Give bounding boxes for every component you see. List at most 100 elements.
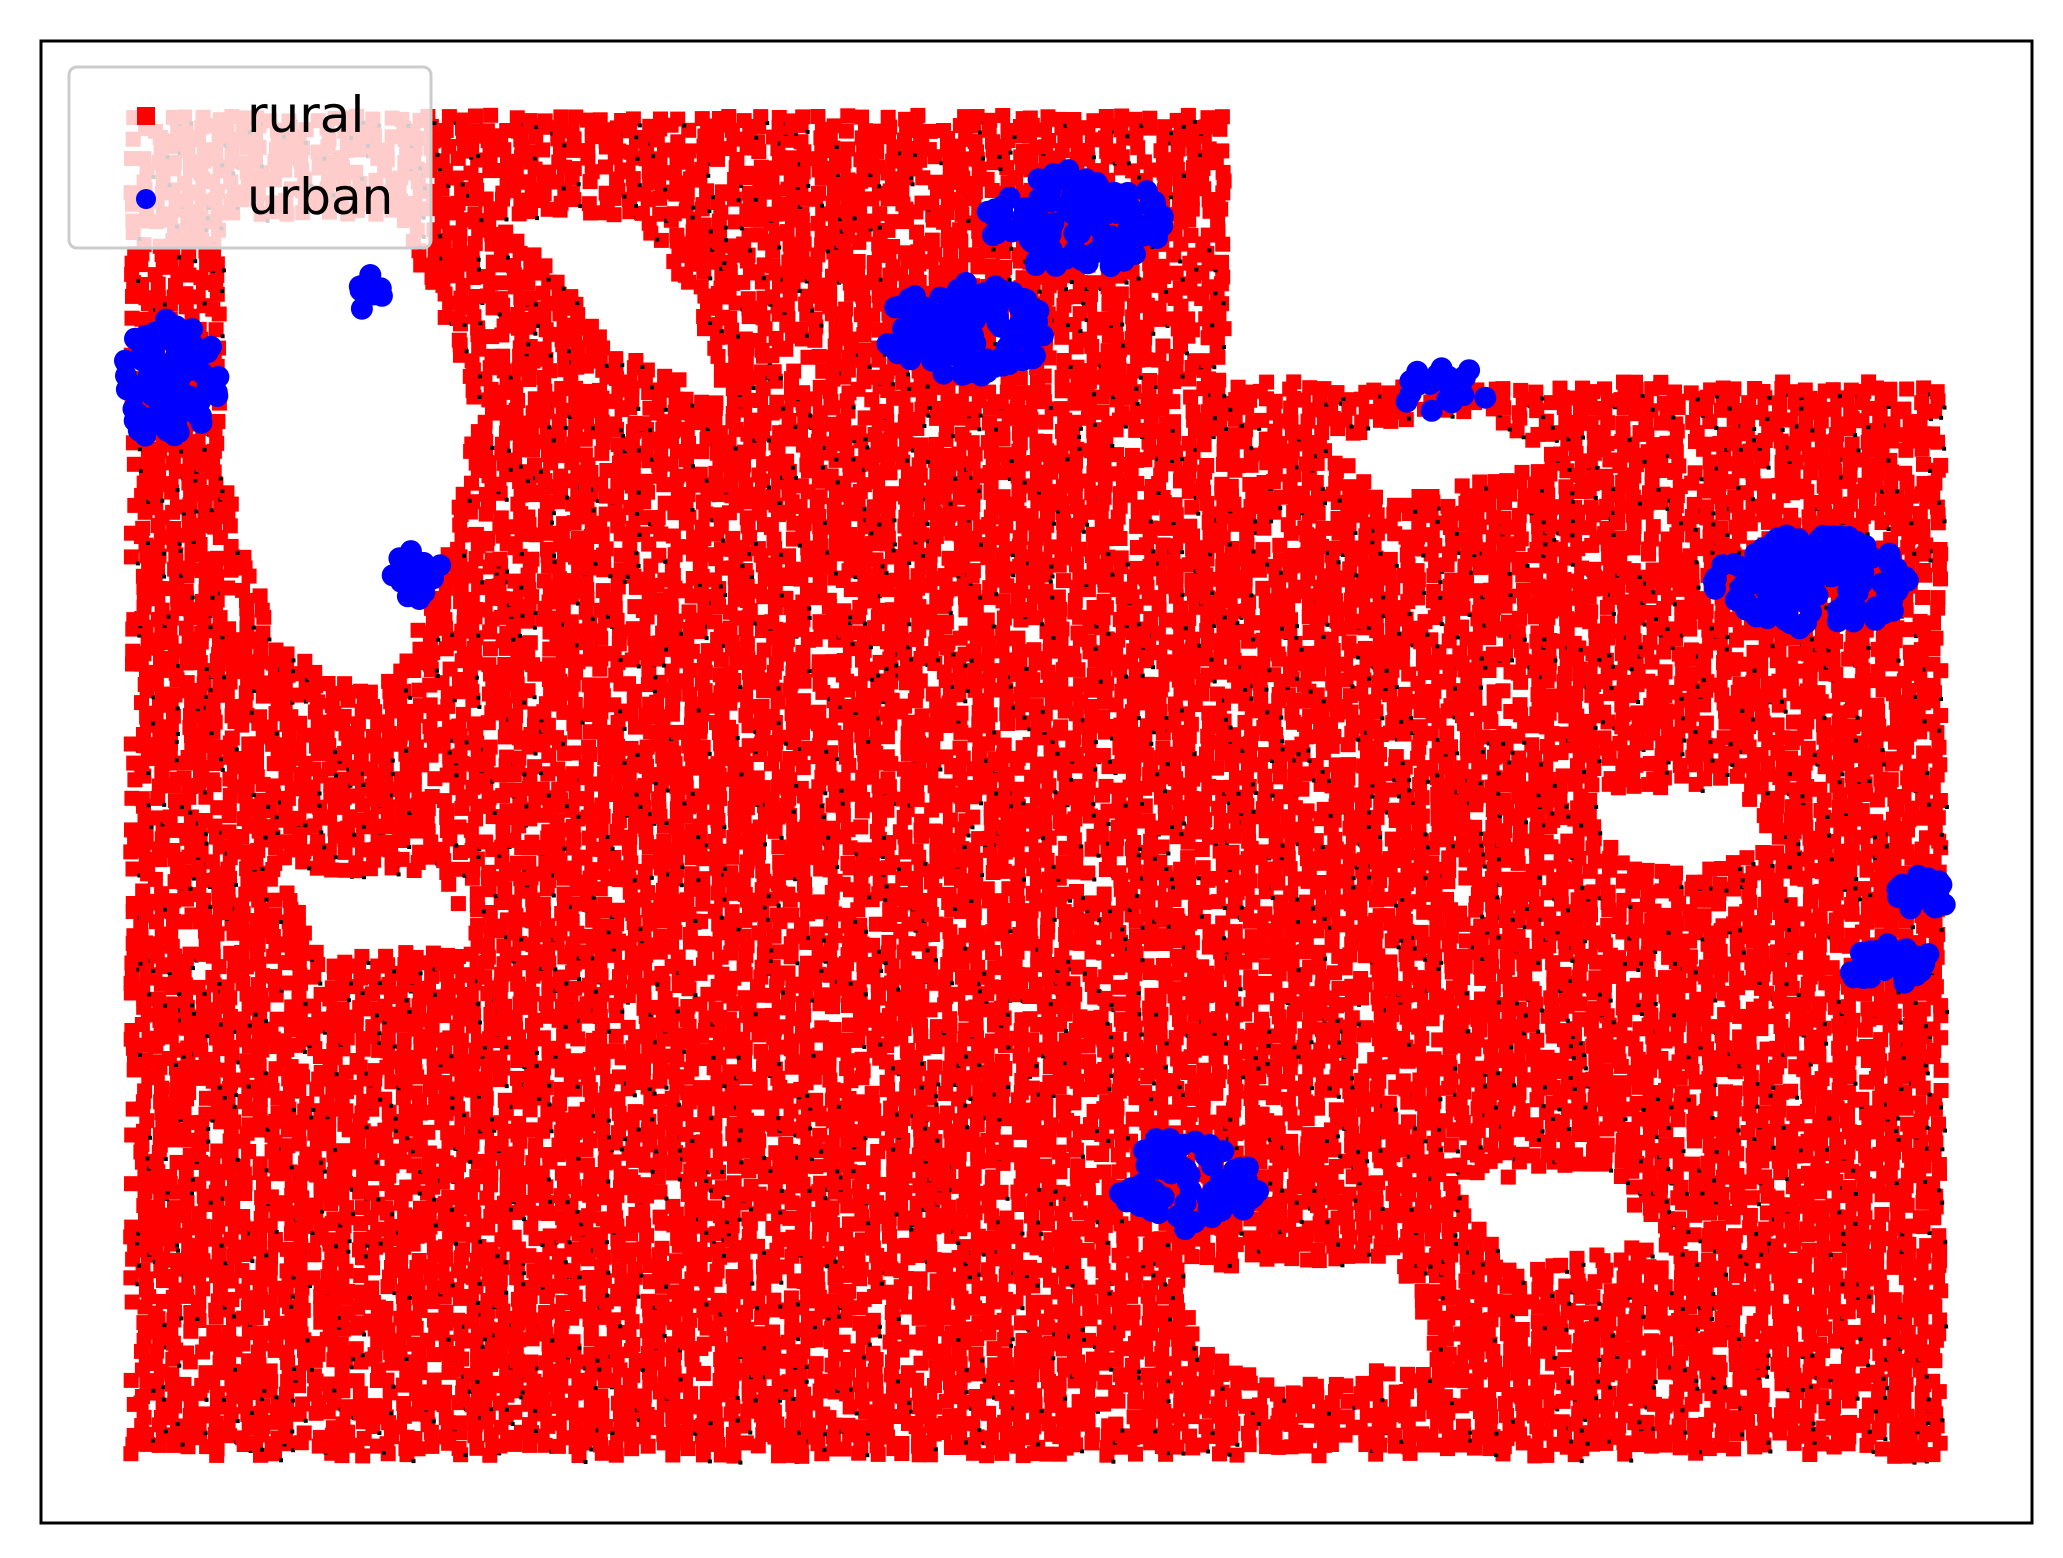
rural-point [808, 1159, 824, 1175]
rural-point [193, 1240, 209, 1256]
rural-point [224, 1377, 240, 1393]
rural-point-edge [1771, 1145, 1776, 1150]
rural-point-edge [1325, 1220, 1330, 1225]
rural-point [1154, 1346, 1170, 1361]
rural-point-edge [1681, 1149, 1686, 1154]
rural-point-edge [1480, 1262, 1485, 1267]
rural-point [1301, 1427, 1317, 1443]
rural-point-edge [1039, 1409, 1044, 1413]
rural-point-edge [162, 1323, 167, 1328]
rural-point [1469, 1147, 1485, 1163]
rural-point [1701, 1252, 1717, 1268]
rural-point [623, 1169, 638, 1185]
rural-point-edge [1557, 1107, 1562, 1112]
rural-point-edge [919, 1085, 924, 1090]
rural-point-edge [1723, 1385, 1728, 1390]
rural-point-edge [1711, 1292, 1716, 1296]
rural-point-edge [593, 1386, 598, 1391]
rural-point-edge [647, 1087, 652, 1091]
rural-point-edge [1858, 1336, 1863, 1341]
rural-point-edge [1409, 1208, 1414, 1212]
rural-point [1069, 1073, 1085, 1089]
rural-point-edge [738, 1460, 743, 1465]
rural-point [183, 1398, 199, 1414]
rural-point-edge [190, 1177, 195, 1182]
rural-point [620, 1305, 636, 1321]
rural-point [1595, 1253, 1611, 1269]
rural-point [1310, 1242, 1326, 1258]
rural-point [1094, 1147, 1110, 1162]
rural-point-edge [837, 1314, 842, 1319]
rural-point-edge [1541, 1104, 1546, 1109]
rural-point-edge [221, 1398, 226, 1403]
rural-point [223, 1407, 239, 1423]
rural-point [1816, 1420, 1832, 1436]
rural-point [795, 1210, 810, 1226]
rural-point-edge [1585, 1441, 1590, 1446]
rural-point [1453, 1326, 1469, 1342]
rural-point-edge [217, 1085, 222, 1090]
rural-point [1214, 1353, 1230, 1369]
rural-point-edge [720, 1170, 725, 1174]
rural-point-edge [1883, 1395, 1888, 1400]
rural-point-edge [292, 1367, 297, 1371]
rural-point [1857, 1210, 1873, 1226]
rural-point [1223, 1406, 1239, 1422]
rural-point [1727, 1085, 1743, 1101]
rural-point [650, 1093, 666, 1109]
rural-point-edge [1629, 1458, 1634, 1463]
rural-point [407, 1431, 423, 1446]
rural-point [808, 1356, 824, 1372]
rural-point-edge [1483, 1084, 1488, 1089]
rural-point [1598, 1417, 1614, 1433]
rural-point-edge [708, 1421, 713, 1426]
rural-point [1644, 1438, 1660, 1454]
rural-point-edge [1666, 1126, 1671, 1130]
rural-point-edge [1579, 1459, 1584, 1464]
rural-point [1127, 1281, 1143, 1297]
rural-point-edge [1695, 1262, 1700, 1267]
rural-point [198, 1365, 214, 1381]
rural-point-edge [1680, 1306, 1685, 1311]
rural-point-edge [1740, 1432, 1745, 1437]
rural-point [1065, 1407, 1081, 1423]
rural-point-edge [137, 1263, 142, 1268]
rural-point-edge [333, 1148, 338, 1153]
rural-point-edge [795, 1302, 800, 1307]
rural-point [965, 1293, 981, 1309]
rural-point [1065, 1304, 1081, 1320]
rural-point [624, 1441, 640, 1457]
rural-point [209, 1399, 225, 1415]
rural-point-edge [577, 1346, 582, 1351]
rural-point [366, 1294, 381, 1310]
rural-point [136, 1198, 152, 1214]
rural-point-edge [1736, 1128, 1741, 1133]
rural-point [556, 1430, 572, 1446]
rural-point-edge [378, 1241, 383, 1246]
rural-point [1831, 1252, 1847, 1268]
rural-point-edge [1827, 1116, 1832, 1121]
rural-point-edge [282, 1442, 287, 1447]
rural-point [1525, 1148, 1541, 1164]
rural-point-edge [332, 1388, 337, 1393]
rural-point-edge [377, 1431, 382, 1435]
rural-point [1754, 1274, 1770, 1289]
rural-point [854, 1419, 869, 1435]
rural-point-edge [1036, 1442, 1041, 1447]
rural-point-edge [619, 1147, 624, 1152]
rural-point-edge [546, 1177, 551, 1182]
rural-point [1370, 1209, 1386, 1225]
rural-point [1900, 1116, 1916, 1132]
rural-point-edge [1105, 1240, 1110, 1245]
rural-point [1912, 1210, 1928, 1226]
rural-point [1786, 1105, 1802, 1121]
rural-point-edge [1680, 1408, 1685, 1413]
rural-point-edge [547, 1102, 552, 1107]
rural-point-edge [1781, 1125, 1786, 1130]
rural-point-edge [450, 1283, 455, 1288]
rural-point [307, 1386, 323, 1402]
rural-point [750, 1438, 766, 1454]
rural-point [426, 1372, 442, 1388]
rural-point-edge [1650, 1254, 1655, 1259]
rural-point-edge [151, 1438, 156, 1443]
